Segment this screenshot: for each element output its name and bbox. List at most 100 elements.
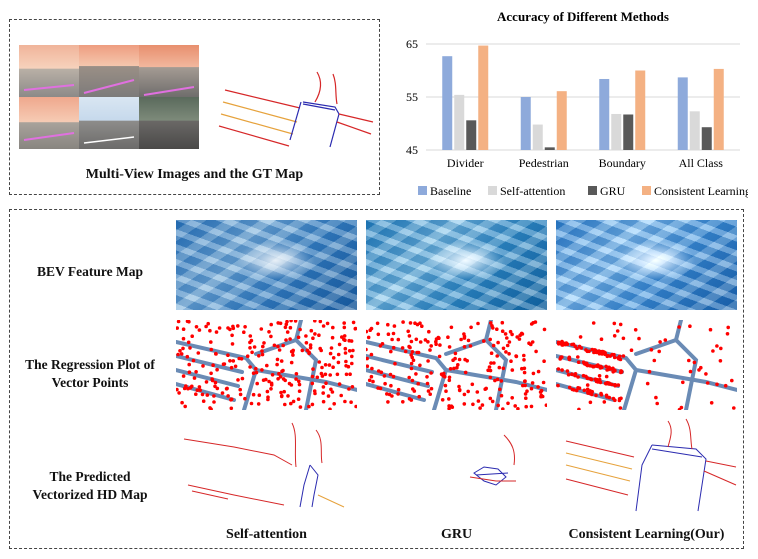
vector-point <box>260 368 264 372</box>
gt-vector-line-3 <box>556 382 616 402</box>
vector-point <box>617 397 622 401</box>
vector-point <box>602 400 607 404</box>
vector-point <box>403 349 408 354</box>
vector-point <box>488 396 493 401</box>
vector-point <box>637 336 641 341</box>
vector-point <box>386 400 390 404</box>
vector-point <box>259 327 264 331</box>
gt-vector-line-3 <box>366 382 426 402</box>
vector-point <box>294 372 299 376</box>
vector-point <box>310 374 315 379</box>
vector-point <box>529 322 534 326</box>
vector-point <box>591 364 596 369</box>
vector-point <box>573 373 577 378</box>
vector-point <box>466 389 470 394</box>
vector-point <box>237 356 241 361</box>
vector-point <box>389 349 393 354</box>
vector-point <box>347 387 351 391</box>
vector-point <box>612 355 617 360</box>
vector-point <box>469 325 473 330</box>
vector-point <box>443 374 447 379</box>
vector-point <box>187 362 191 367</box>
vector-point <box>304 334 308 338</box>
vector-point <box>574 388 579 393</box>
bar-all-class-self-attention <box>689 111 700 150</box>
vector-point <box>238 392 243 397</box>
vector-point <box>298 327 302 332</box>
vector-point <box>730 378 734 383</box>
vector-point <box>343 346 348 351</box>
vector-point <box>183 404 187 409</box>
vector-point <box>226 394 230 398</box>
vector-point <box>401 320 405 324</box>
vector-point <box>457 388 462 393</box>
vector-point <box>249 401 254 406</box>
vector-point <box>522 353 526 358</box>
vector-point <box>212 394 216 398</box>
vector-point <box>347 338 351 343</box>
vector-point <box>495 354 499 358</box>
vector-point <box>324 381 328 385</box>
vector-point <box>491 343 496 348</box>
column-label-self-attention: Self-attention <box>226 527 307 542</box>
vector-point <box>328 373 332 377</box>
vector-point <box>204 380 209 384</box>
vector-point <box>588 377 593 381</box>
vector-point <box>214 351 218 356</box>
vector-point <box>400 346 405 350</box>
vector-point <box>289 360 294 365</box>
vector-point <box>420 324 424 328</box>
vector-point <box>715 344 719 348</box>
vector-point <box>410 378 415 383</box>
vector-point <box>414 372 418 376</box>
vector-point <box>186 340 191 345</box>
vector-point <box>496 403 500 408</box>
vector-point <box>578 335 583 339</box>
vector-point <box>476 321 480 326</box>
vector-point <box>214 330 219 334</box>
vector-point <box>504 350 508 354</box>
vector-point <box>195 388 200 392</box>
vector-point <box>562 342 566 346</box>
vector-point <box>524 396 528 400</box>
vector-point <box>269 387 273 391</box>
vector-point <box>180 400 184 405</box>
vector-point <box>447 375 452 380</box>
vector-point <box>560 355 564 359</box>
vector-point <box>369 374 374 379</box>
vector-point <box>418 363 422 368</box>
vector-point <box>279 359 284 363</box>
vector-point <box>572 388 576 392</box>
vector-point <box>291 353 295 357</box>
vector-point <box>594 350 599 354</box>
vector-point <box>508 329 513 334</box>
row-label-regression-line1: The Regression Plot of <box>25 357 155 372</box>
vector-point <box>269 381 274 386</box>
vector-point <box>697 368 701 372</box>
vector-point <box>425 375 429 379</box>
vector-point <box>495 377 500 382</box>
vector-point <box>459 337 463 342</box>
vector-point <box>350 354 354 359</box>
vector-point <box>487 365 492 369</box>
vector-point <box>525 389 529 393</box>
vector-point <box>531 371 536 376</box>
vector-point <box>688 369 693 374</box>
bar-divider-baseline <box>442 56 453 150</box>
vector-point <box>329 346 334 350</box>
vector-point <box>318 320 323 324</box>
vector-point <box>257 393 262 397</box>
chart-title: Accuracy of Different Methods <box>497 9 669 24</box>
vector-point <box>443 383 448 388</box>
vector-point <box>468 344 473 348</box>
vector-point <box>456 363 460 367</box>
vector-point <box>279 394 284 399</box>
vector-point <box>321 399 326 404</box>
vector-point <box>230 342 235 346</box>
vector-point <box>390 337 394 342</box>
vector-point <box>607 365 611 370</box>
vector-point <box>541 380 546 385</box>
vector-point <box>576 386 580 390</box>
vector-point <box>194 392 198 396</box>
vector-point <box>323 363 328 367</box>
